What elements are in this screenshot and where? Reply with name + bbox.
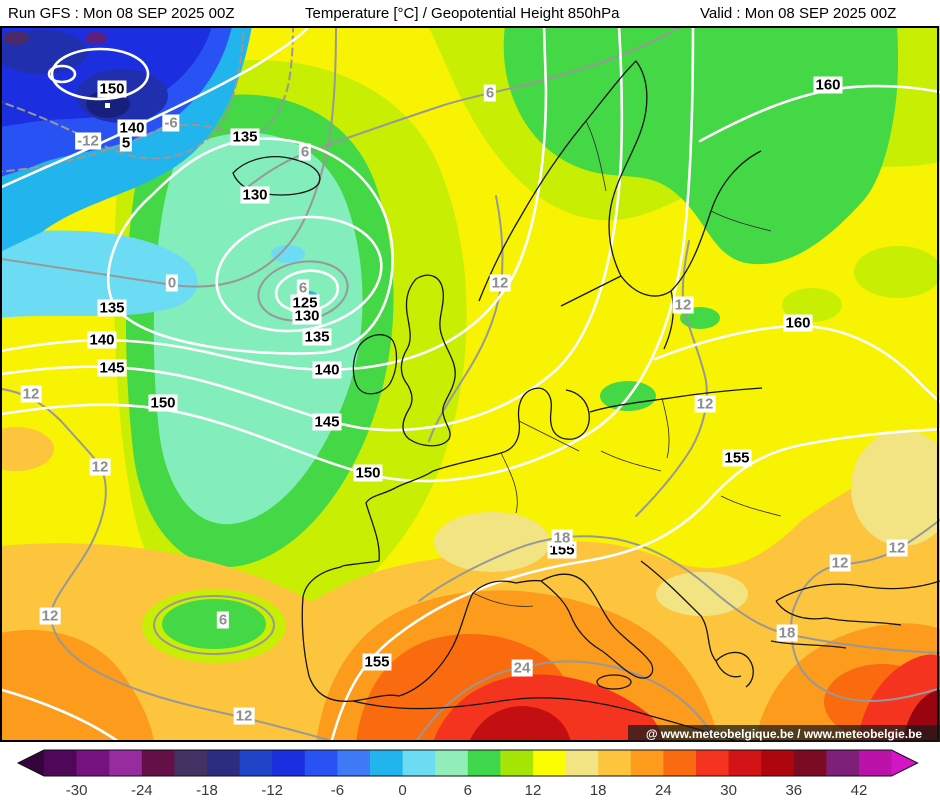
low-center-dot [105,103,110,108]
colorbar-tick-label: 6 [464,782,472,799]
colorbar-segment [598,750,632,776]
colorbar-segment [207,750,241,776]
colorbar-segment [826,750,860,776]
colorbar-segment [696,750,730,776]
map-area [0,26,940,742]
colorbar-tick-label: 42 [851,782,868,799]
colorbar: -30 -24 -18 -12 -6 0 6 12 18 24 30 36 42 [16,749,919,799]
colorbar-segment [435,750,469,776]
colorbar-segment [467,750,501,776]
colorbar-tick-label: 30 [720,782,737,799]
map-title: Temperature [°C] / Geopotential Height 8… [305,4,620,22]
map-graphic [0,26,940,742]
colorbar-segment [761,750,795,776]
colorbar-tick-label: -18 [196,782,218,799]
colorbar-segment [565,750,599,776]
colorbar-segment [109,750,143,776]
colorbar-tick-label: -12 [261,782,283,799]
colorbar-segment [370,750,404,776]
run-label: Run GFS : Mon 08 SEP 2025 00Z [8,4,235,22]
colorbar-segment [76,750,110,776]
colorbar-right-arrow [891,750,918,776]
colorbar-tick-label: -6 [331,782,344,799]
colorbar-segment [174,750,208,776]
colorbar-tick-label: -24 [131,782,153,799]
valid-label: Valid : Mon 08 SEP 2025 00Z [700,4,897,22]
colorbar-segment [663,750,697,776]
colorbar-tick-label: -30 [66,782,88,799]
colorbar-segment [44,750,78,776]
colorbar-segment [337,750,371,776]
colorbar-segment [239,750,273,776]
colorbar-segment [272,750,306,776]
temperature-fill-layer [0,26,940,742]
colorbar-left-arrow [18,750,44,776]
colorbar-segment [304,750,338,776]
colorbar-tick-label: 0 [398,782,406,799]
colorbar-tick-label: 18 [590,782,607,799]
colorbar-segment [141,750,175,776]
colorbar-segment [402,750,436,776]
colorbar-segment [630,750,664,776]
colorbar-tick-label: 12 [525,782,542,799]
watermark-text: @ www.meteobelgique.be / www.meteobelgie… [645,726,923,741]
colorbar-segment [859,750,893,776]
colorbar-segment [500,750,534,776]
colorbar-segment [533,750,567,776]
colorbar-tick-label: 24 [655,782,672,799]
colorbar-segment [793,750,827,776]
colorbar-segment [728,750,762,776]
colorbar-legend: -30 -24 -18 -12 -6 0 6 12 18 24 30 36 42 [0,742,940,800]
map-frame [0,26,939,742]
watermark: @ www.meteobelgique.be / www.meteobelgie… [628,725,940,742]
header-bar: Run GFS : Mon 08 SEP 2025 00Z Temperatur… [0,0,940,26]
colorbar-tick-label: 36 [785,782,802,799]
colorbar-outline [16,749,919,777]
